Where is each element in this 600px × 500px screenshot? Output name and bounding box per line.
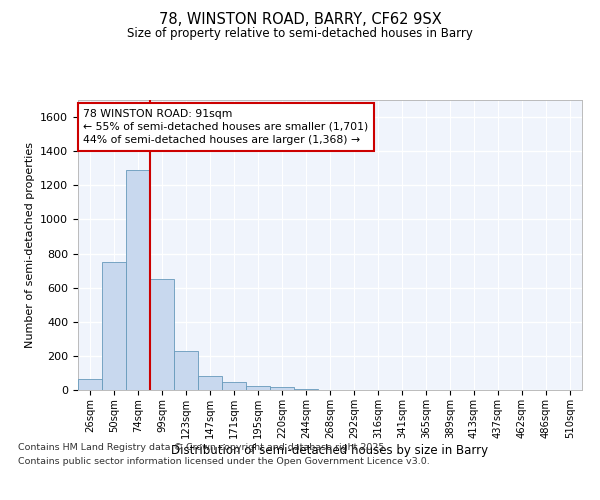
Text: Size of property relative to semi-detached houses in Barry: Size of property relative to semi-detach… [127,28,473,40]
Bar [246,386,270,390]
Bar [126,170,150,390]
Bar [78,379,102,390]
Bar [150,279,174,390]
Y-axis label: Number of semi-detached properties: Number of semi-detached properties [25,142,35,348]
Bar [270,388,294,390]
X-axis label: Distribution of semi-detached houses by size in Barry: Distribution of semi-detached houses by … [172,444,488,456]
Text: 78, WINSTON ROAD, BARRY, CF62 9SX: 78, WINSTON ROAD, BARRY, CF62 9SX [158,12,442,28]
Text: 78 WINSTON ROAD: 91sqm
← 55% of semi-detached houses are smaller (1,701)
44% of : 78 WINSTON ROAD: 91sqm ← 55% of semi-det… [83,108,368,145]
Bar [174,351,198,390]
Bar [102,262,126,390]
Text: Contains HM Land Registry data © Crown copyright and database right 2025.: Contains HM Land Registry data © Crown c… [18,442,388,452]
Bar [198,376,222,390]
Text: Contains public sector information licensed under the Open Government Licence v3: Contains public sector information licen… [18,458,430,466]
Bar [222,382,246,390]
